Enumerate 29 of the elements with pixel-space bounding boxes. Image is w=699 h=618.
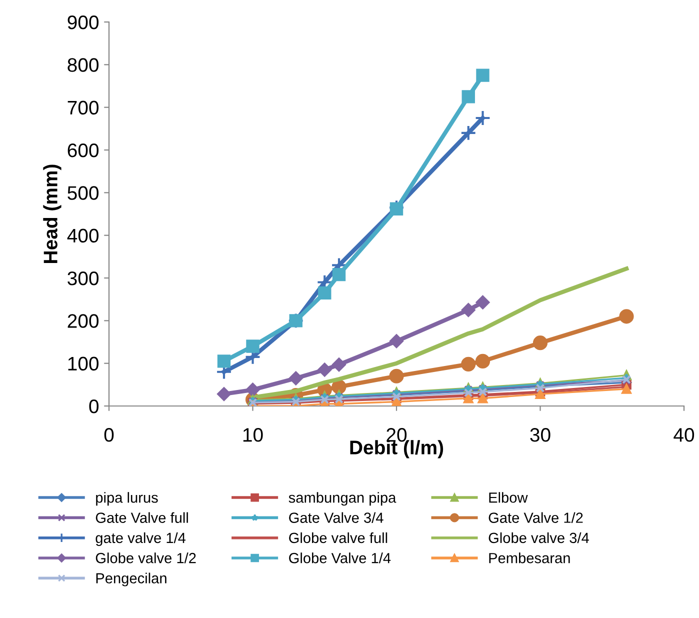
- y-tick-label: 0: [89, 399, 99, 414]
- y-tick-label: 900: [68, 15, 99, 30]
- legend-label: Elbow: [489, 492, 528, 503]
- legend-label: Globe valve 1/2: [96, 552, 196, 564]
- legend-label: pipa lurus: [96, 492, 158, 506]
- x-tick-label: 40: [674, 428, 694, 442]
- y-tick-label: 400: [67, 228, 99, 243]
- y-tick-label: 600: [68, 143, 99, 158]
- x-tick-label: 30: [530, 428, 550, 442]
- x-tick-label: 10: [243, 428, 263, 442]
- legend-label: Gate Valve full: [96, 512, 188, 523]
- x-tick-label: 20: [386, 428, 407, 442]
- y-tick-label: 200: [68, 314, 99, 328]
- legend-label: gate valve 1/4: [96, 532, 186, 546]
- legend-label: Gate Valve 1/2: [488, 512, 583, 523]
- legend-label: Pembesaran: [489, 552, 570, 564]
- y-tick-label: 300: [68, 271, 99, 286]
- x-tick-label: 0: [104, 428, 114, 442]
- y-tick-label: 700: [68, 100, 99, 115]
- y-tick-label: 500: [68, 186, 99, 200]
- legend-label: Gate Valve 3/4: [289, 512, 384, 523]
- legend-label: sambungan pipa: [288, 492, 396, 506]
- y-tick-label: 800: [68, 58, 99, 72]
- legend-label: Globe Valve 1/4: [289, 552, 391, 564]
- legend-label: Globe valve 3/4: [488, 532, 589, 544]
- legend-label: Pengecilan: [96, 572, 166, 586]
- y-axis-title: Head (mm): [43, 164, 62, 263]
- y-tick-label: 100: [68, 356, 99, 371]
- legend-label: Globe valve full: [289, 532, 388, 544]
